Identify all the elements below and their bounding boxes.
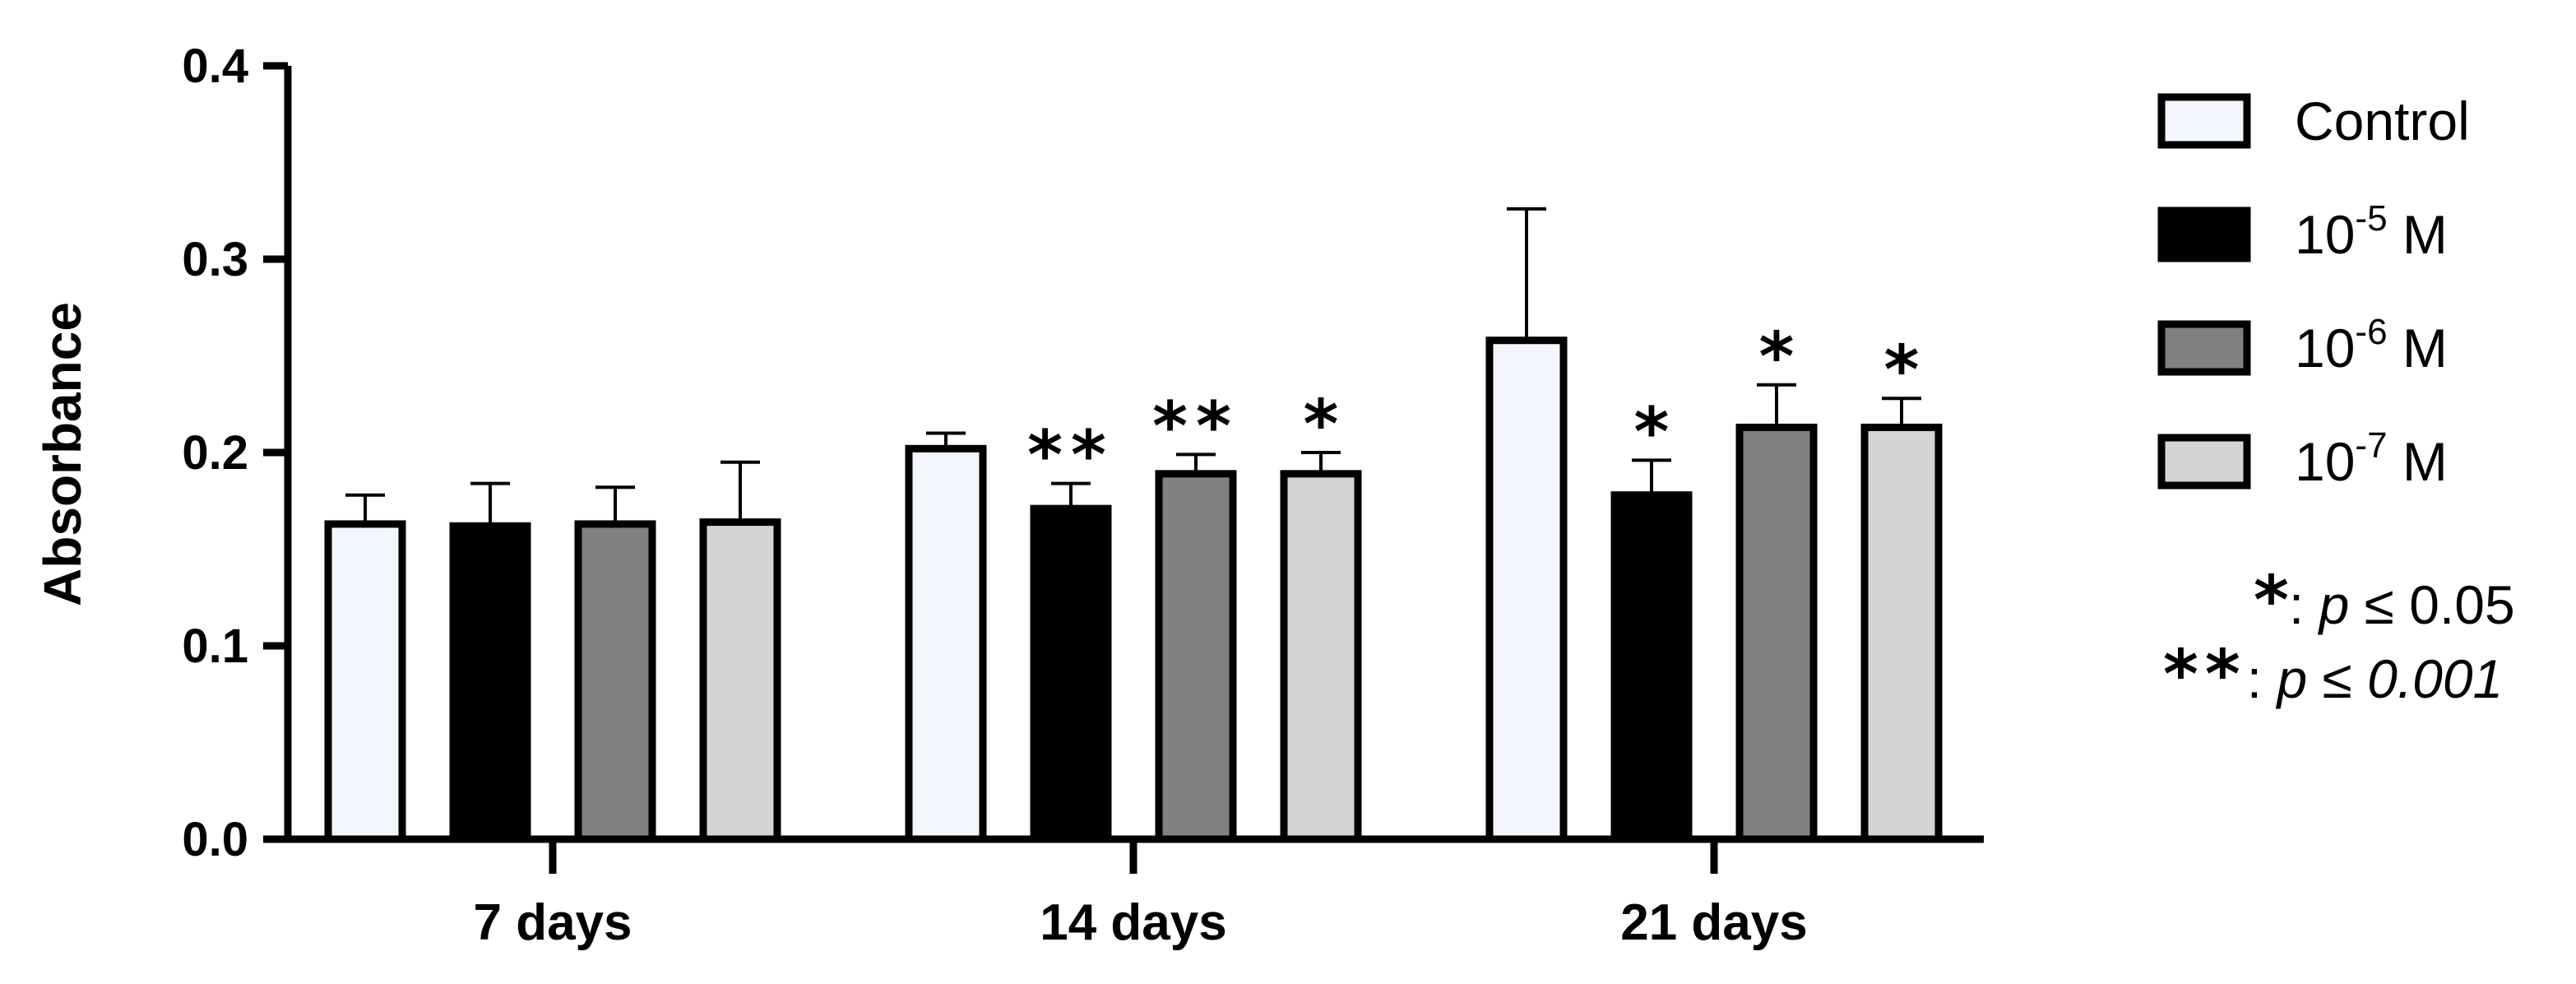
bar: [1030, 504, 1112, 843]
legend-label-unit: M: [2388, 204, 2448, 265]
legend-label-unit: M: [2388, 318, 2448, 378]
x-tick-label: 21 days: [1620, 894, 1808, 951]
bar: [324, 520, 406, 843]
x-tick-label: 7 days: [473, 894, 632, 951]
legend-label-base: 10: [2295, 318, 2355, 378]
y-axis-label: Absorbance: [33, 302, 92, 606]
y-tick-label: 0.1: [182, 620, 248, 673]
y-tick-label: 0.2: [182, 426, 248, 480]
significance-note-value: 0.05: [2409, 574, 2514, 635]
significance-note-colon: :: [2289, 574, 2319, 635]
bar: [905, 444, 987, 843]
significance-note-row: *: p ≤ 0.05: [2254, 562, 2515, 640]
legend-label-base: 10: [2295, 204, 2355, 265]
bar: [1280, 470, 1362, 843]
bar: [1610, 491, 1693, 843]
significance-note-colon: :: [2247, 648, 2277, 709]
bar: [449, 522, 531, 843]
significance-marker: *: [1634, 393, 1670, 471]
significance-note: *: p ≤ 0.05**: p ≤ 0.001: [2163, 562, 2515, 714]
significance-marker: *: [1759, 318, 1795, 397]
bar: [1155, 470, 1237, 843]
bar: [1860, 423, 1943, 843]
legend-label-superscript: -6: [2355, 312, 2387, 352]
legend-label-superscript: -7: [2355, 425, 2387, 466]
legend-label-base: Control: [2295, 91, 2470, 151]
legend-label: 10-6 M: [2295, 312, 2448, 378]
y-tick-label: 0.3: [182, 233, 248, 286]
legend-swatch: [2157, 93, 2251, 149]
legend-label-base: 10: [2295, 431, 2355, 492]
significance-note-value: 0.001: [2367, 648, 2503, 709]
significance-note-p: p: [2318, 574, 2350, 635]
y-tick-label: 0.4: [182, 39, 248, 93]
significance-note-row: **: p ≤ 0.001: [2163, 636, 2503, 714]
bar: [1485, 337, 1568, 843]
y-tick-label: 0.0: [182, 813, 248, 866]
significance-note-symbol: **: [2163, 636, 2247, 714]
significance-marker: **: [1027, 417, 1114, 495]
x-tick-label: 14 days: [1040, 894, 1227, 951]
legend-swatch: [2157, 207, 2251, 262]
legend-label: Control: [2295, 91, 2470, 151]
legend-label: 10-7 M: [2295, 425, 2448, 492]
significance-marker: **: [1152, 388, 1239, 466]
legend-label: 10-5 M: [2295, 198, 2448, 265]
significance-note-comparator: ≤: [2307, 648, 2367, 709]
legend-swatch: [2157, 434, 2251, 490]
legend-swatch: [2157, 320, 2251, 376]
significance-marker: *: [1884, 332, 1920, 410]
plot-area: 0.00.10.20.30.47 days 14 days** ** *21 days…: [182, 39, 1984, 951]
bar: [1735, 423, 1818, 843]
bar: [574, 520, 656, 843]
significance-marker: *: [1304, 386, 1339, 464]
significance-note-symbol: *: [2254, 562, 2289, 640]
bar: [699, 518, 781, 843]
legend-label-unit: M: [2388, 431, 2448, 492]
significance-note-p: p: [2275, 648, 2307, 709]
significance-note-comparator: ≤: [2349, 574, 2409, 635]
legend-label-superscript: -5: [2355, 198, 2387, 239]
